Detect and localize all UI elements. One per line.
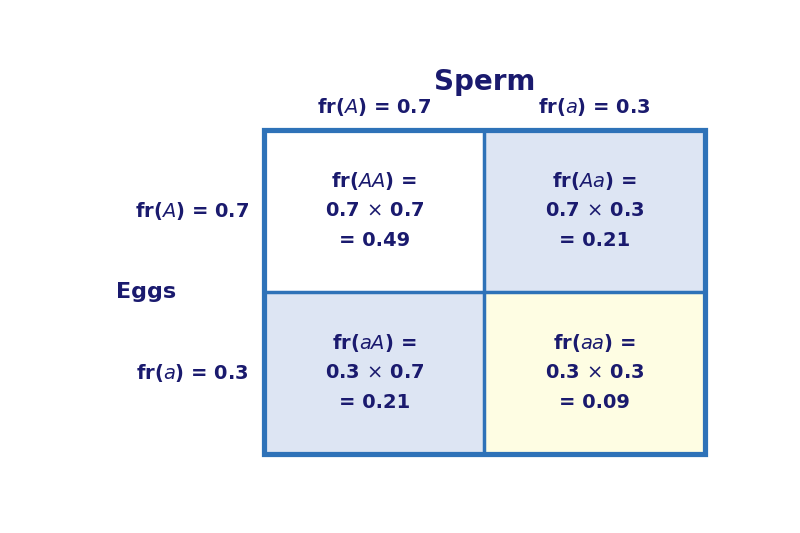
Text: fr($\mathit{AA}$) =: fr($\mathit{AA}$) = [331,170,418,192]
Text: fr($\mathit{Aa}$) =: fr($\mathit{Aa}$) = [552,170,637,192]
Bar [485,292,705,454]
Text: 0.3 $\times$ 0.7: 0.3 $\times$ 0.7 [325,364,424,382]
Text: 0.7 $\times$ 0.3: 0.7 $\times$ 0.3 [545,201,644,220]
Text: = 0.21: = 0.21 [338,393,410,412]
Bar [264,130,485,292]
Bar [264,130,705,454]
Text: fr($\mathit{A}$) = 0.7: fr($\mathit{A}$) = 0.7 [134,200,249,222]
Text: = 0.21: = 0.21 [559,231,630,250]
Text: fr($\mathit{aa}$) =: fr($\mathit{aa}$) = [553,332,636,354]
Text: Eggs: Eggs [115,282,176,302]
Bar [485,130,705,292]
Text: = 0.09: = 0.09 [559,393,630,412]
Text: fr($\mathit{a}$) = 0.3: fr($\mathit{a}$) = 0.3 [538,96,651,118]
Text: = 0.49: = 0.49 [338,231,410,250]
Text: fr($\mathit{a}$) = 0.3: fr($\mathit{a}$) = 0.3 [136,362,249,384]
Text: Sperm: Sperm [434,68,535,96]
Bar [264,292,485,454]
Text: 0.3 $\times$ 0.3: 0.3 $\times$ 0.3 [545,364,644,382]
Text: 0.7 $\times$ 0.7: 0.7 $\times$ 0.7 [325,201,424,220]
Text: fr($\mathit{A}$) = 0.7: fr($\mathit{A}$) = 0.7 [318,96,431,118]
Text: fr($\mathit{aA}$) =: fr($\mathit{aA}$) = [332,332,417,354]
